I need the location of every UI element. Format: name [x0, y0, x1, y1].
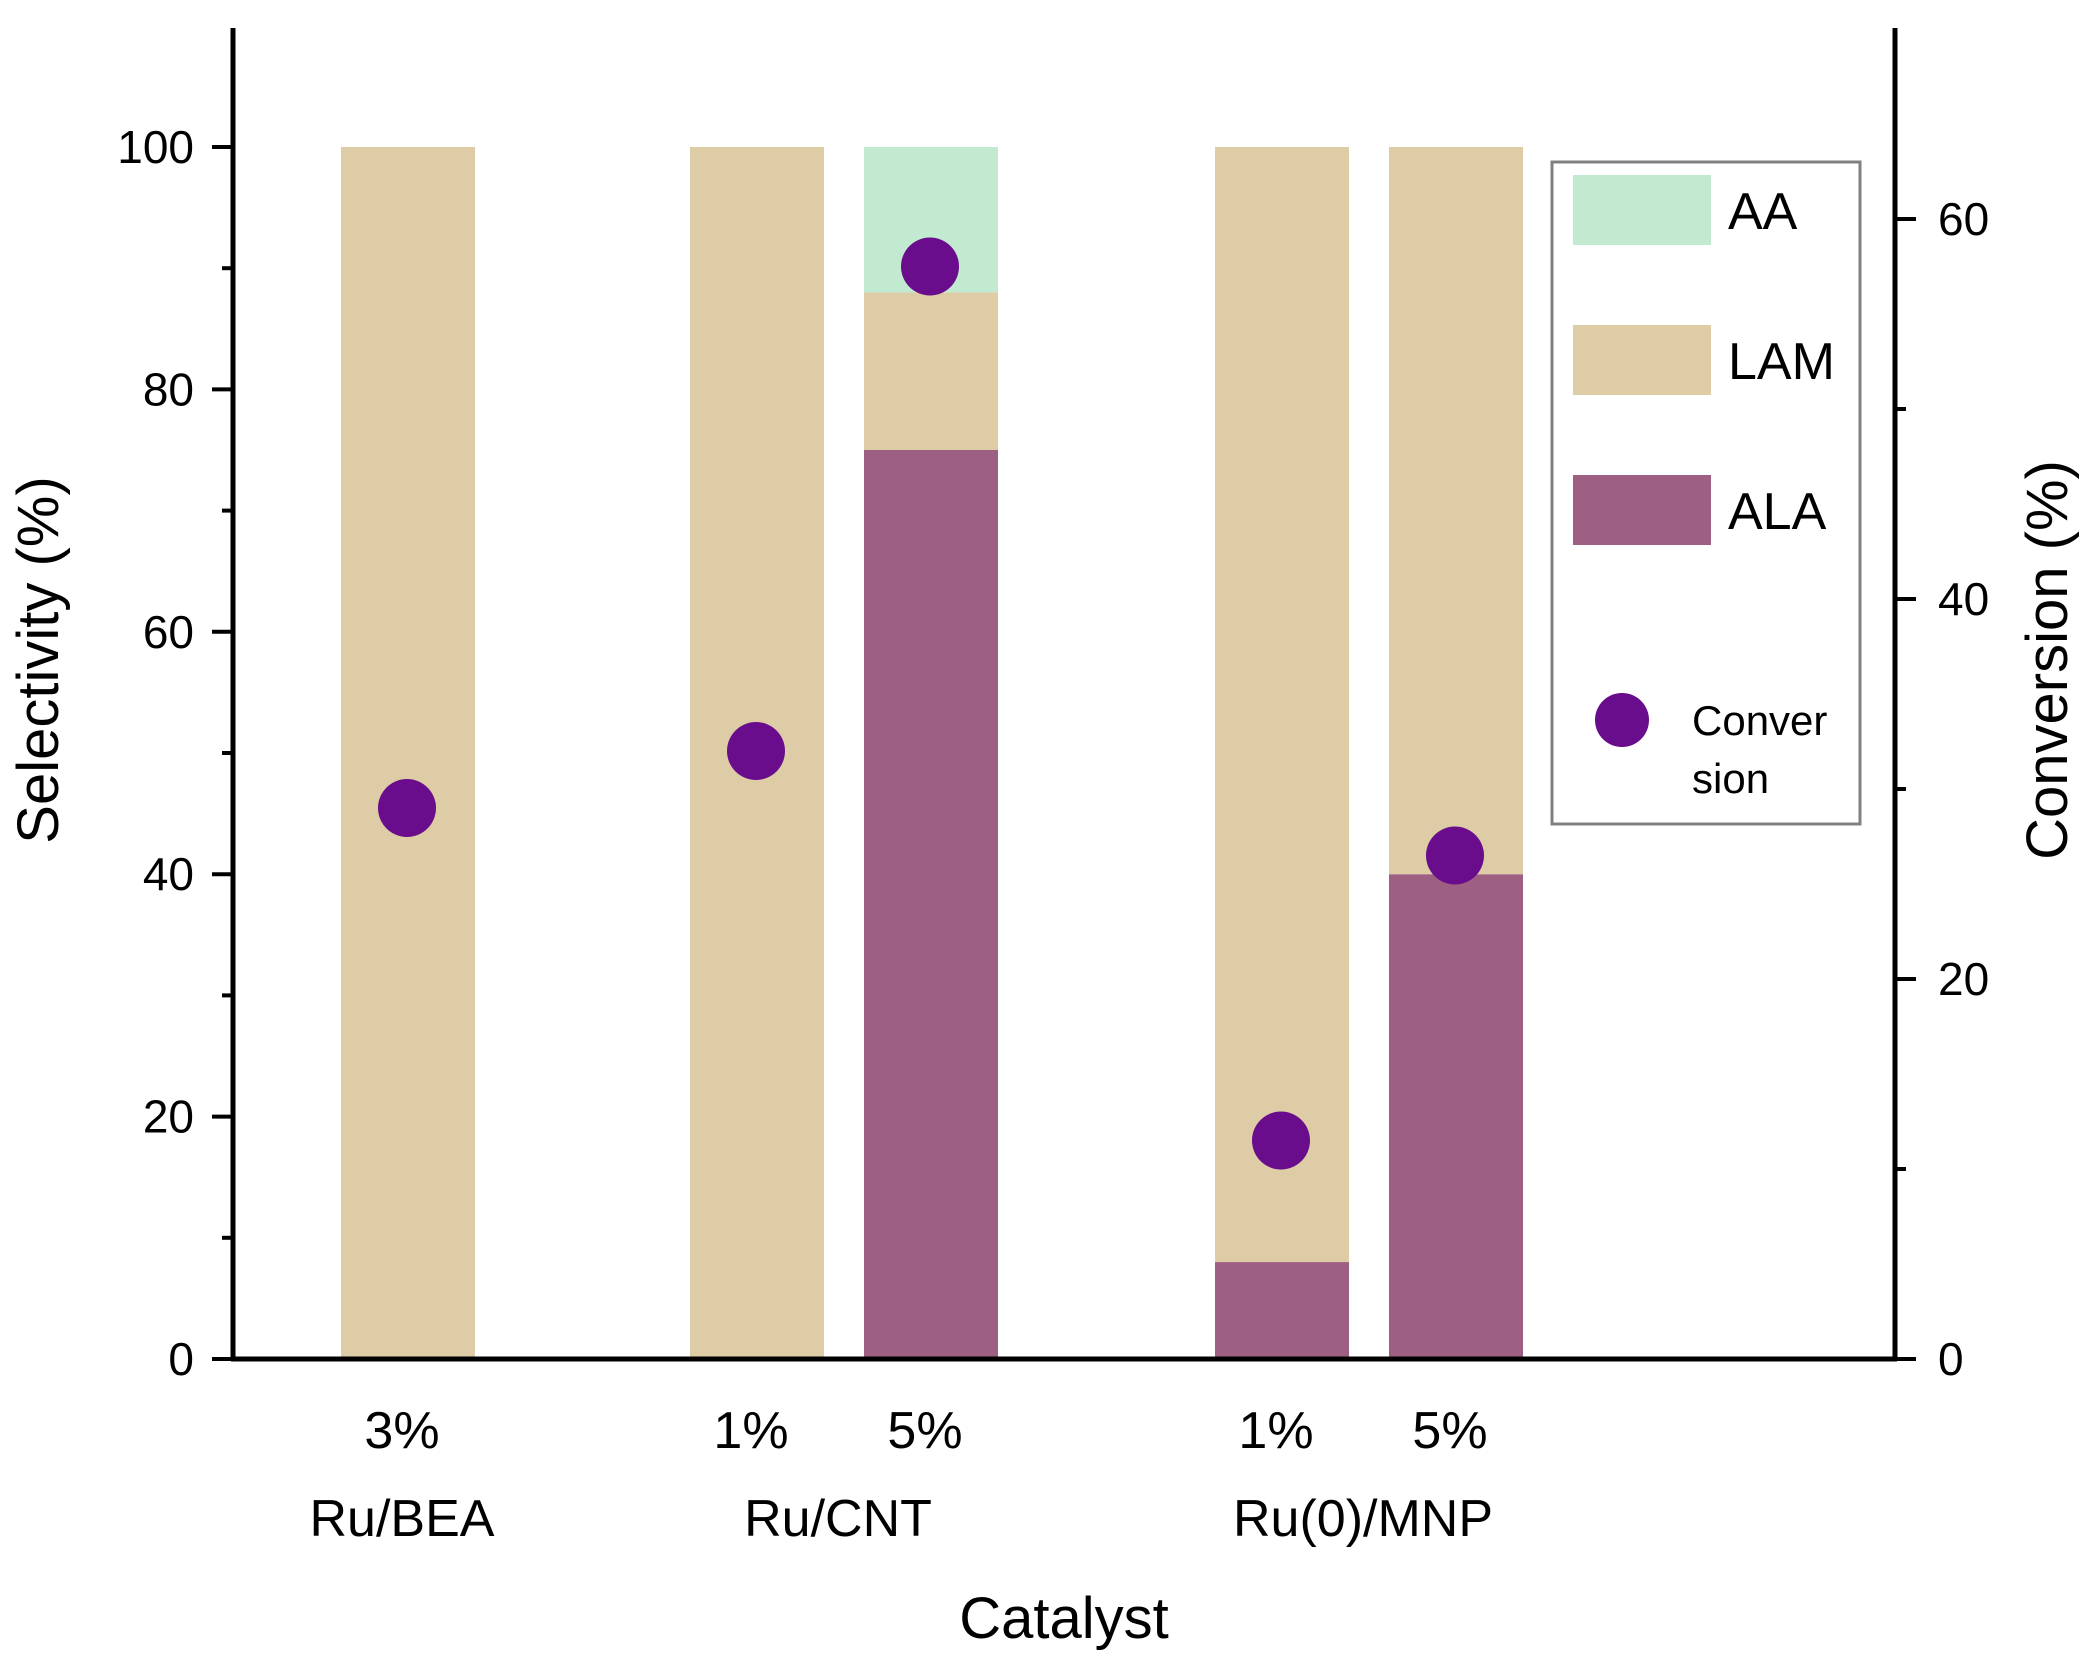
legend-swatch-lam: [1573, 325, 1711, 395]
loading-label-5-ru-0-mnp: 5%: [1412, 1402, 1487, 1460]
left-tick-label-20: 20: [143, 1091, 194, 1143]
conversion-point-1-ru-0-mnp: [1252, 1111, 1310, 1170]
conversion-point-5-ru-cnt: [901, 237, 959, 296]
bar-lam-1-ru-0-mnp: [1215, 147, 1349, 1263]
legend-label-ala: ALA: [1728, 483, 1827, 541]
group-label-ru-cnt: Ru/CNT: [744, 1490, 932, 1548]
bar-lam-5-ru-0-mnp: [1389, 147, 1523, 875]
legend-marker-conversion: [1595, 693, 1649, 747]
category-labels: 3% Ru/BEA 1% 5% Ru/CNT 1% 5% Ru(0)/MNP: [310, 1402, 1494, 1548]
loading-label-1-ru-cnt: 1%: [713, 1402, 788, 1460]
left-tick-label-0: 0: [168, 1333, 194, 1385]
right-tick-label-20: 20: [1938, 953, 1989, 1005]
group-label-ru-bea: Ru/BEA: [310, 1490, 495, 1548]
legend-label-aa: AA: [1728, 183, 1798, 241]
y-axis-title: Selectivity (%): [6, 476, 71, 843]
y2-axis-title: Conversion (%): [2015, 460, 2080, 860]
conversion-points: [378, 237, 1484, 1170]
legend-label-conversion-line-2: sion: [1692, 755, 1769, 802]
bar-ala-5-ru-cnt: [864, 450, 998, 1359]
x-axis-title: Catalyst: [959, 1586, 1169, 1651]
left-tick-label-60: 60: [143, 606, 194, 658]
bar-lam-3-ru-bea: [341, 147, 475, 1359]
loading-label-1-ru-0-mnp: 1%: [1238, 1402, 1313, 1460]
axes: [230, 28, 1898, 1362]
legend: AA LAM ALA Conver sion: [1550, 160, 1862, 826]
legend-label-conversion-line-1: Conver: [1692, 697, 1827, 744]
loading-label-3-ru-bea: 3%: [364, 1402, 439, 1460]
bar-lam-5-ru-cnt: [864, 292, 998, 450]
conversion-point-3-ru-bea: [378, 779, 436, 837]
loading-label-5-ru-cnt: 5%: [887, 1402, 962, 1460]
legend-swatch-ala: [1573, 475, 1711, 545]
left-tick-label-40: 40: [143, 848, 194, 900]
group-label-ru-0-mnp: Ru(0)/MNP: [1233, 1490, 1493, 1548]
right-ticks: 0 20 40 60: [1895, 193, 1989, 1385]
legend-swatch-aa: [1573, 175, 1711, 245]
right-tick-label-0: 0: [1938, 1333, 1964, 1385]
right-tick-label-40: 40: [1938, 573, 1989, 625]
conversion-point-1-ru-cnt: [727, 722, 785, 780]
conversion-point-5-ru-0-mnp: [1426, 826, 1484, 885]
bar-ala-1-ru-0-mnp: [1215, 1262, 1349, 1359]
left-ticks: 0 20 40 60 80 100: [117, 121, 233, 1385]
left-tick-label-80: 80: [143, 363, 194, 415]
bar-layer: [341, 147, 1523, 1359]
legend-label-lam: LAM: [1728, 333, 1835, 391]
left-tick-label-100: 100: [117, 121, 194, 173]
bar-ala-5-ru-0-mnp: [1389, 874, 1523, 1359]
right-tick-label-60: 60: [1938, 193, 1989, 245]
